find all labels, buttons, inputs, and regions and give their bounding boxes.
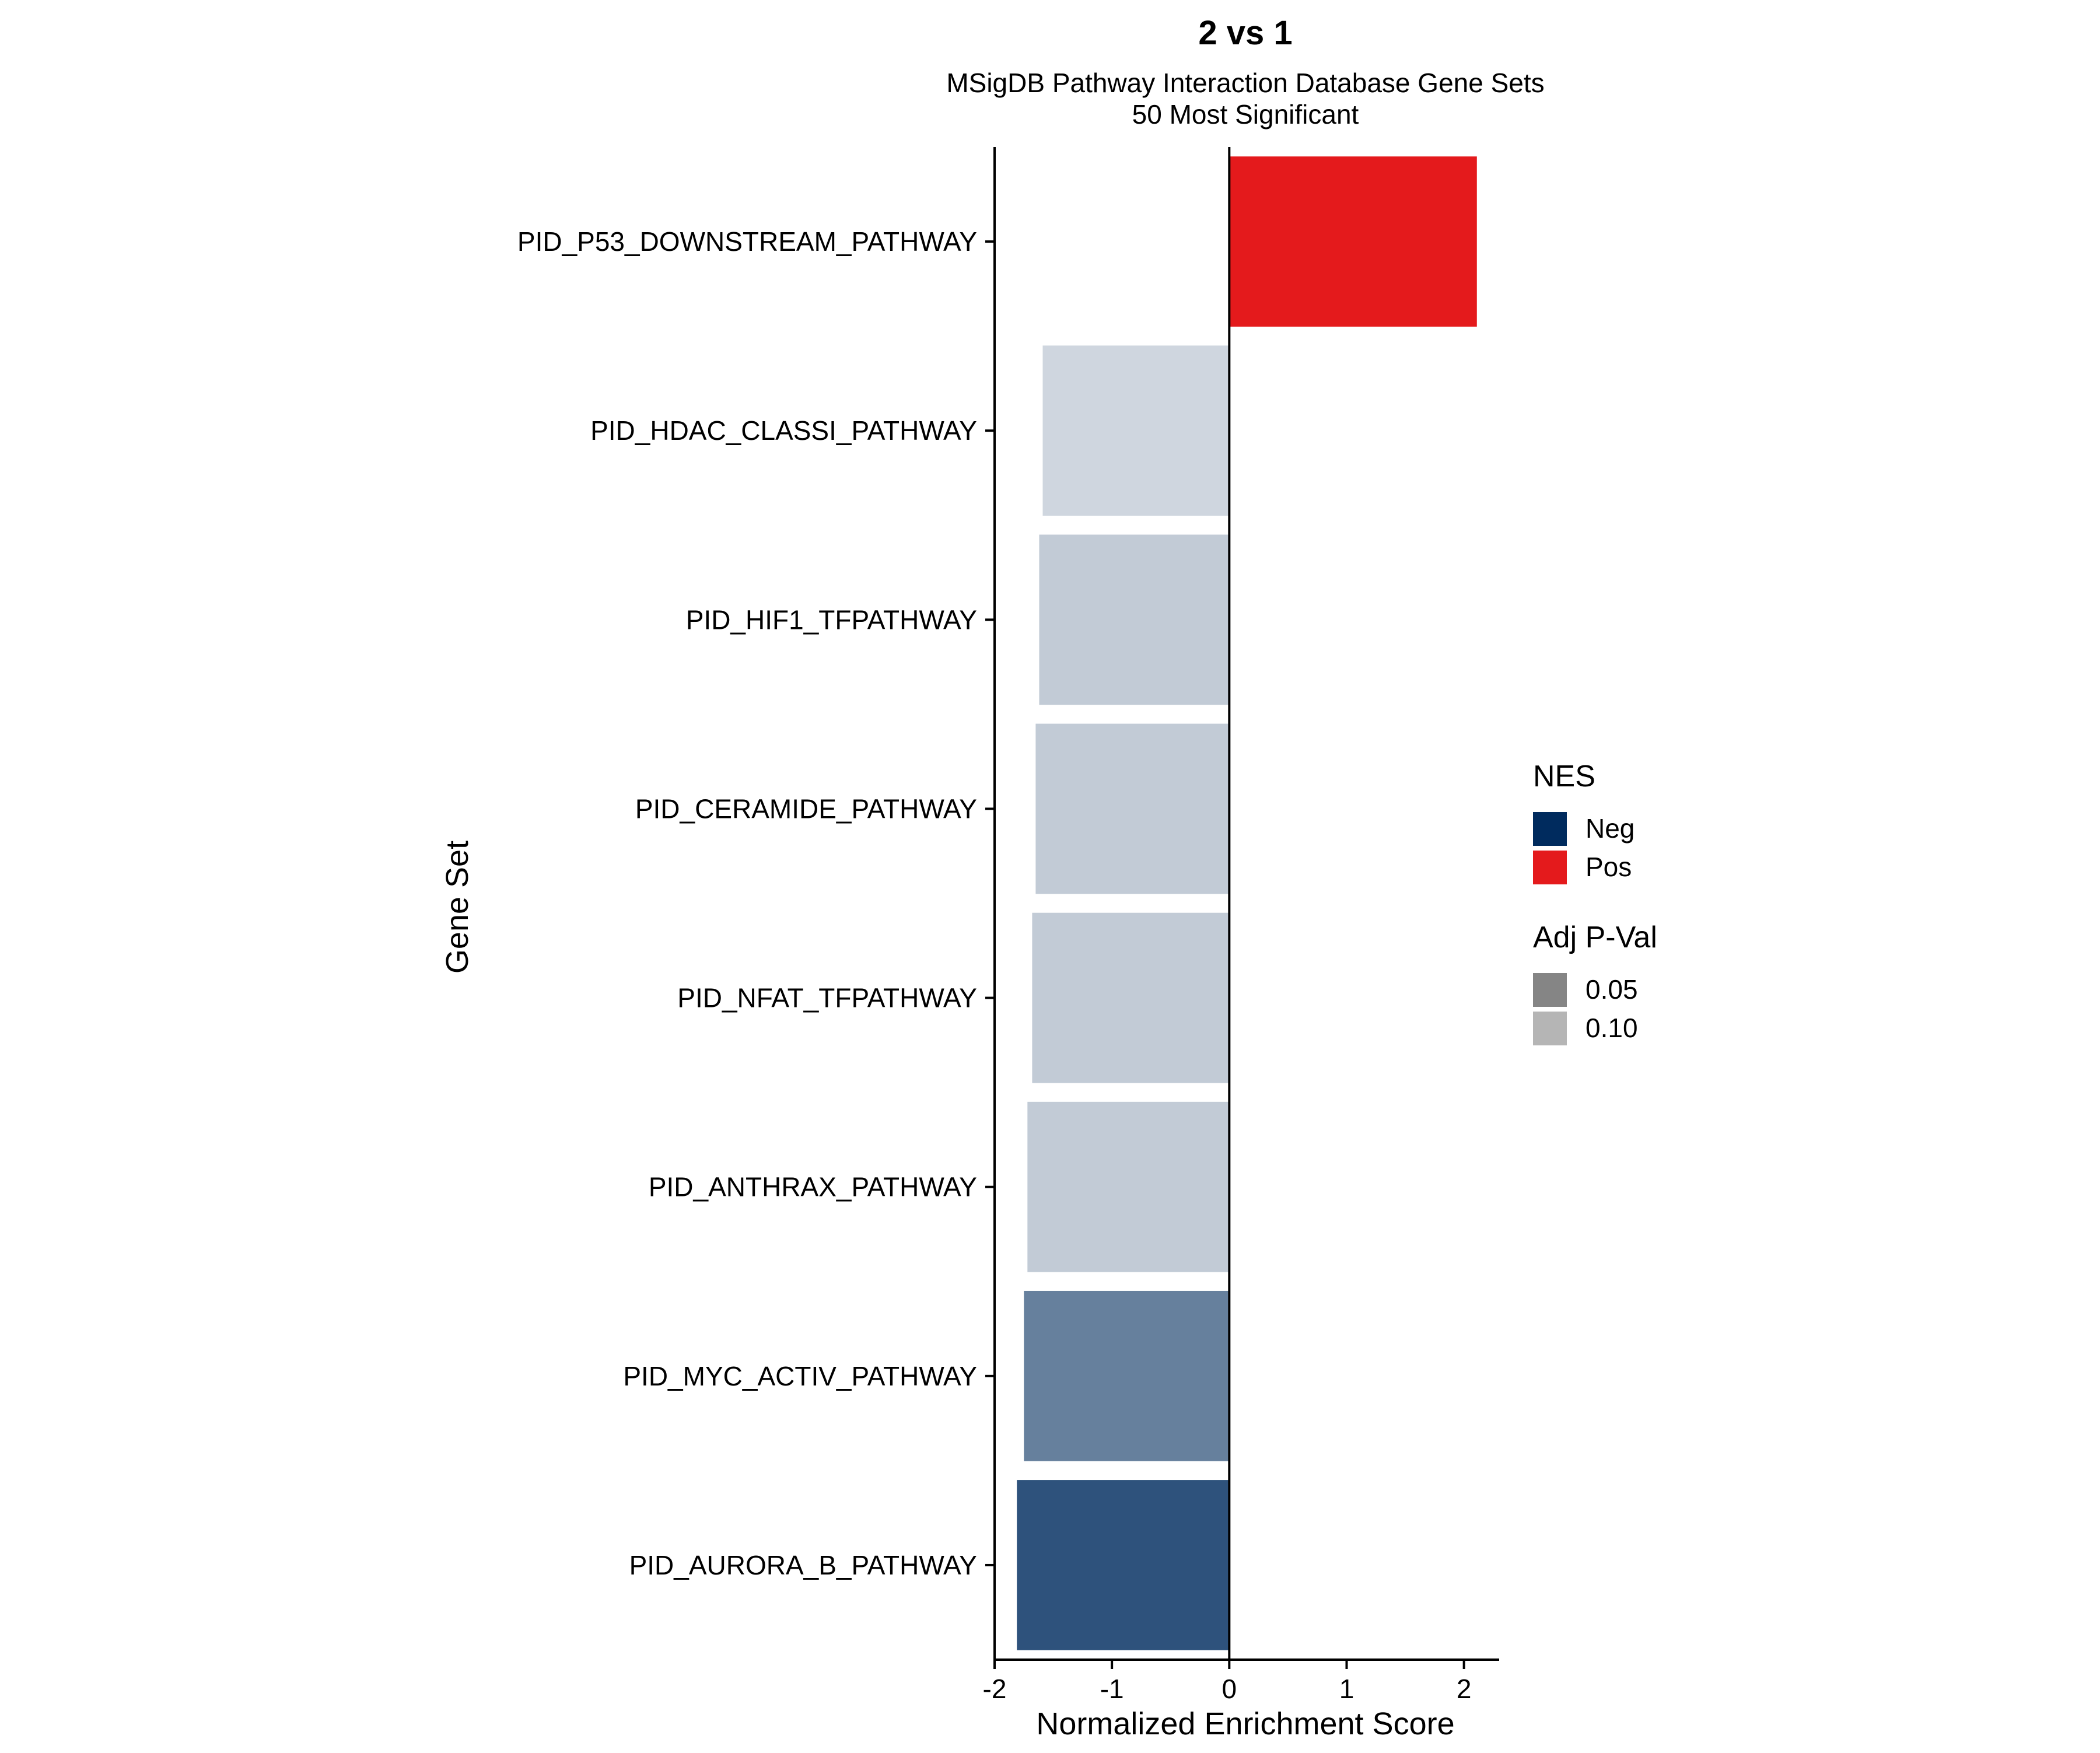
bar-pid-hdac-classi-pathway xyxy=(1042,345,1230,516)
legend-label: Neg xyxy=(1586,813,1634,844)
legend-key xyxy=(1533,1012,1567,1045)
y-tick-label: PID_NFAT_TFPATHWAY xyxy=(677,983,977,1013)
bar-pid-myc-activ-pathway xyxy=(1024,1290,1230,1461)
x-axis-title: Normalized Enrichment Score xyxy=(1036,1706,1454,1741)
legend-title: NES xyxy=(1533,760,1595,793)
y-tick-label: PID_HIF1_TFPATHWAY xyxy=(686,604,977,635)
y-tick-label: PID_CERAMIDE_PATHWAY xyxy=(635,793,977,824)
bar-pid-aurora-b-pathway xyxy=(1017,1480,1230,1650)
y-tick-label: PID_ANTHRAX_PATHWAY xyxy=(649,1172,977,1202)
legend: NES Neg Pos Adj P-Val 0.05 0.10 xyxy=(1533,760,1657,1045)
bar-pid-nfat-tfpathway xyxy=(1032,912,1230,1083)
legend-key xyxy=(1533,851,1567,884)
y-tick-label: PID_AURORA_B_PATHWAY xyxy=(629,1550,977,1580)
y-tick-label: PID_HDAC_CLASSI_PATHWAY xyxy=(590,415,977,446)
x-tick-label: -2 xyxy=(983,1674,1007,1704)
legend-title: Adj P-Val xyxy=(1533,921,1657,954)
y-tick-label: PID_MYC_ACTIV_PATHWAY xyxy=(623,1361,977,1391)
chart-subtitle-line-2: 50 Most Significant xyxy=(1132,99,1359,130)
x-tick-label: 0 xyxy=(1222,1674,1237,1704)
bar-pid-hif1-tfpathway xyxy=(1039,534,1230,705)
legend-key xyxy=(1533,973,1567,1007)
chart-subtitle-line-1: MSigDB Pathway Interaction Database Gene… xyxy=(946,68,1544,98)
x-tick-label: -1 xyxy=(1100,1674,1124,1704)
legend-label: 0.10 xyxy=(1586,1013,1638,1043)
plot-area: PID_P53_DOWNSTREAM_PATHWAY PID_HDAC_CLASS… xyxy=(517,147,1499,1704)
legend-key xyxy=(1533,812,1567,846)
bar-pid-ceramide-pathway xyxy=(1035,723,1230,894)
x-tick-label: 2 xyxy=(1457,1674,1472,1704)
bar-pid-anthrax-pathway xyxy=(1027,1101,1230,1272)
bar-pid-p53-downstream-pathway xyxy=(1229,156,1477,327)
legend-label: Pos xyxy=(1586,852,1632,882)
chart-title: 2 vs 1 xyxy=(1198,14,1292,52)
y-axis-title: Gene Set xyxy=(440,841,475,974)
y-tick-label: PID_P53_DOWNSTREAM_PATHWAY xyxy=(517,226,977,257)
x-tick-label: 1 xyxy=(1339,1674,1354,1704)
legend-label: 0.05 xyxy=(1586,974,1638,1005)
